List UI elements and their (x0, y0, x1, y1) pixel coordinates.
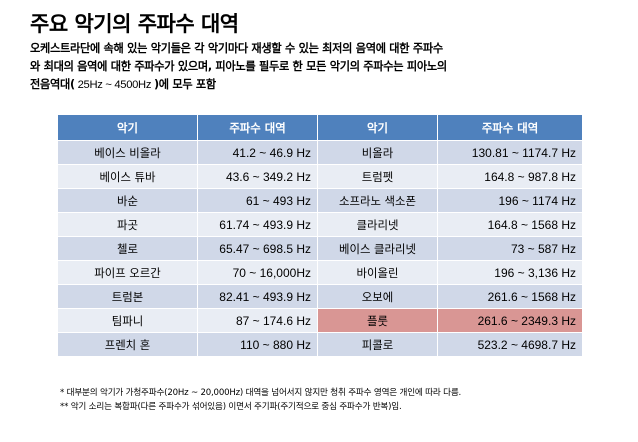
table-row: 프렌치 혼 110 ~ 880 Hz 피콜로 523.2 ~ 4698.7 Hz (57, 332, 583, 357)
instrument-cell: 첼로 (57, 236, 198, 261)
frequency-cell: 61 ~ 493 Hz (197, 188, 318, 213)
header-frequency-2: 주파수 대역 (437, 114, 583, 141)
instrument-cell: 바이올린 (317, 260, 438, 285)
instrument-cell: 트럼펫 (317, 164, 438, 189)
intro-line-3: 전음역대( 25Hz ~ 4500Hz )에 모두 포함 (30, 76, 620, 94)
instrument-cell: 파곳 (57, 212, 198, 237)
header-frequency-1: 주파수 대역 (197, 114, 318, 141)
frequency-cell: 87 ~ 174.6 Hz (197, 308, 318, 333)
instrument-cell: 비올라 (317, 140, 438, 165)
instrument-cell: 베이스 튜바 (57, 164, 198, 189)
frequency-cell: 196 ~ 3,136 Hz (437, 260, 583, 285)
instrument-cell: 오보에 (317, 284, 438, 309)
frequency-cell: 196 ~ 1174 Hz (437, 188, 583, 213)
frequency-cell: 73 ~ 587 Hz (437, 236, 583, 261)
instrument-cell: 트럼본 (57, 284, 198, 309)
intro-line-2: 와 최대의 음역에 대한 주파수가 있으며, 피아노를 필두로 한 모든 악기의… (30, 60, 447, 73)
table-row: 트럼본 82.41 ~ 493.9 Hz 오보에 261.6 ~ 1568 Hz (57, 284, 583, 309)
frequency-cell: 43.6 ~ 349.2 Hz (197, 164, 318, 189)
footnote-2: ** 악기 소리는 복합파(다른 주파수가 섞어있음) 이면서 주기파(주기적으… (60, 402, 402, 412)
instrument-cell: 피콜로 (317, 332, 438, 357)
frequency-cell: 70 ~ 16,000Hz (197, 260, 318, 285)
table-row: 바순 61 ~ 493 Hz 소프라노 색소폰 196 ~ 1174 Hz (57, 188, 583, 213)
frequency-cell: 523.2 ~ 4698.7 Hz (437, 332, 583, 357)
footnote-1: * 대부분의 악기가 가청주파수(20Hz ~ 20,000Hz) 대역을 넘어… (60, 388, 462, 398)
instrument-cell: 바순 (57, 188, 198, 213)
instrument-cell: 베이스 클라리넷 (317, 236, 438, 261)
footnotes: * 대부분의 악기가 가청주파수(20Hz ~ 20,000Hz) 대역을 넘어… (60, 386, 461, 414)
frequency-cell: 61.74 ~ 493.9 Hz (197, 212, 318, 237)
header-instrument-1: 악기 (57, 114, 198, 141)
intro-line-3-prefix: 전음역대( (30, 78, 75, 91)
frequency-cell: 130.81 ~ 1174.7 Hz (437, 140, 583, 165)
piano-range-text: 25Hz ~ 4500Hz (74, 79, 154, 91)
table-row: 팀파니 87 ~ 174.6 Hz 플룻 261.6 ~ 2349.3 Hz (57, 308, 583, 333)
table-row: 파이프 오르간 70 ~ 16,000Hz 바이올린 196 ~ 3,136 H… (57, 260, 583, 285)
table-header-row: 악기 주파수 대역 악기 주파수 대역 (57, 114, 583, 141)
page-title: 주요 악기의 주파수 대역 (30, 12, 239, 36)
frequency-cell: 261.6 ~ 1568 Hz (437, 284, 583, 309)
instrument-cell: 클라리넷 (317, 212, 438, 237)
intro-paragraph: 오케스트라단에 속해 있는 악기들은 각 악기마다 재생할 수 있는 최저의 음… (30, 40, 620, 94)
intro-line-1: 오케스트라단에 속해 있는 악기들은 각 악기마다 재생할 수 있는 최저의 음… (30, 42, 443, 55)
header-instrument-2: 악기 (317, 114, 438, 141)
highlighted-instrument-cell: 플룻 (317, 308, 438, 333)
highlighted-frequency-cell: 261.6 ~ 2349.3 Hz (437, 308, 583, 333)
frequency-cell: 164.8 ~ 1568 Hz (437, 212, 583, 237)
instrument-cell: 파이프 오르간 (57, 260, 198, 285)
instrument-frequency-table: 악기 주파수 대역 악기 주파수 대역 베이스 비올라 41.2 ~ 46.9 … (57, 114, 583, 357)
frequency-cell: 82.41 ~ 493.9 Hz (197, 284, 318, 309)
table-row: 파곳 61.74 ~ 493.9 Hz 클라리넷 164.8 ~ 1568 Hz (57, 212, 583, 237)
frequency-cell: 164.8 ~ 987.8 Hz (437, 164, 583, 189)
intro-line-3-suffix: )에 모두 포함 (153, 78, 216, 91)
table-row: 베이스 튜바 43.6 ~ 349.2 Hz 트럼펫 164.8 ~ 987.8… (57, 164, 583, 189)
instrument-cell: 프렌치 혼 (57, 332, 198, 357)
frequency-cell: 65.47 ~ 698.5 Hz (197, 236, 318, 261)
instrument-cell: 팀파니 (57, 308, 198, 333)
frequency-cell: 110 ~ 880 Hz (197, 332, 318, 357)
instrument-cell: 소프라노 색소폰 (317, 188, 438, 213)
table-row: 베이스 비올라 41.2 ~ 46.9 Hz 비올라 130.81 ~ 1174… (57, 140, 583, 165)
table-row: 첼로 65.47 ~ 698.5 Hz 베이스 클라리넷 73 ~ 587 Hz (57, 236, 583, 261)
instrument-cell: 베이스 비올라 (57, 140, 198, 165)
frequency-cell: 41.2 ~ 46.9 Hz (197, 140, 318, 165)
